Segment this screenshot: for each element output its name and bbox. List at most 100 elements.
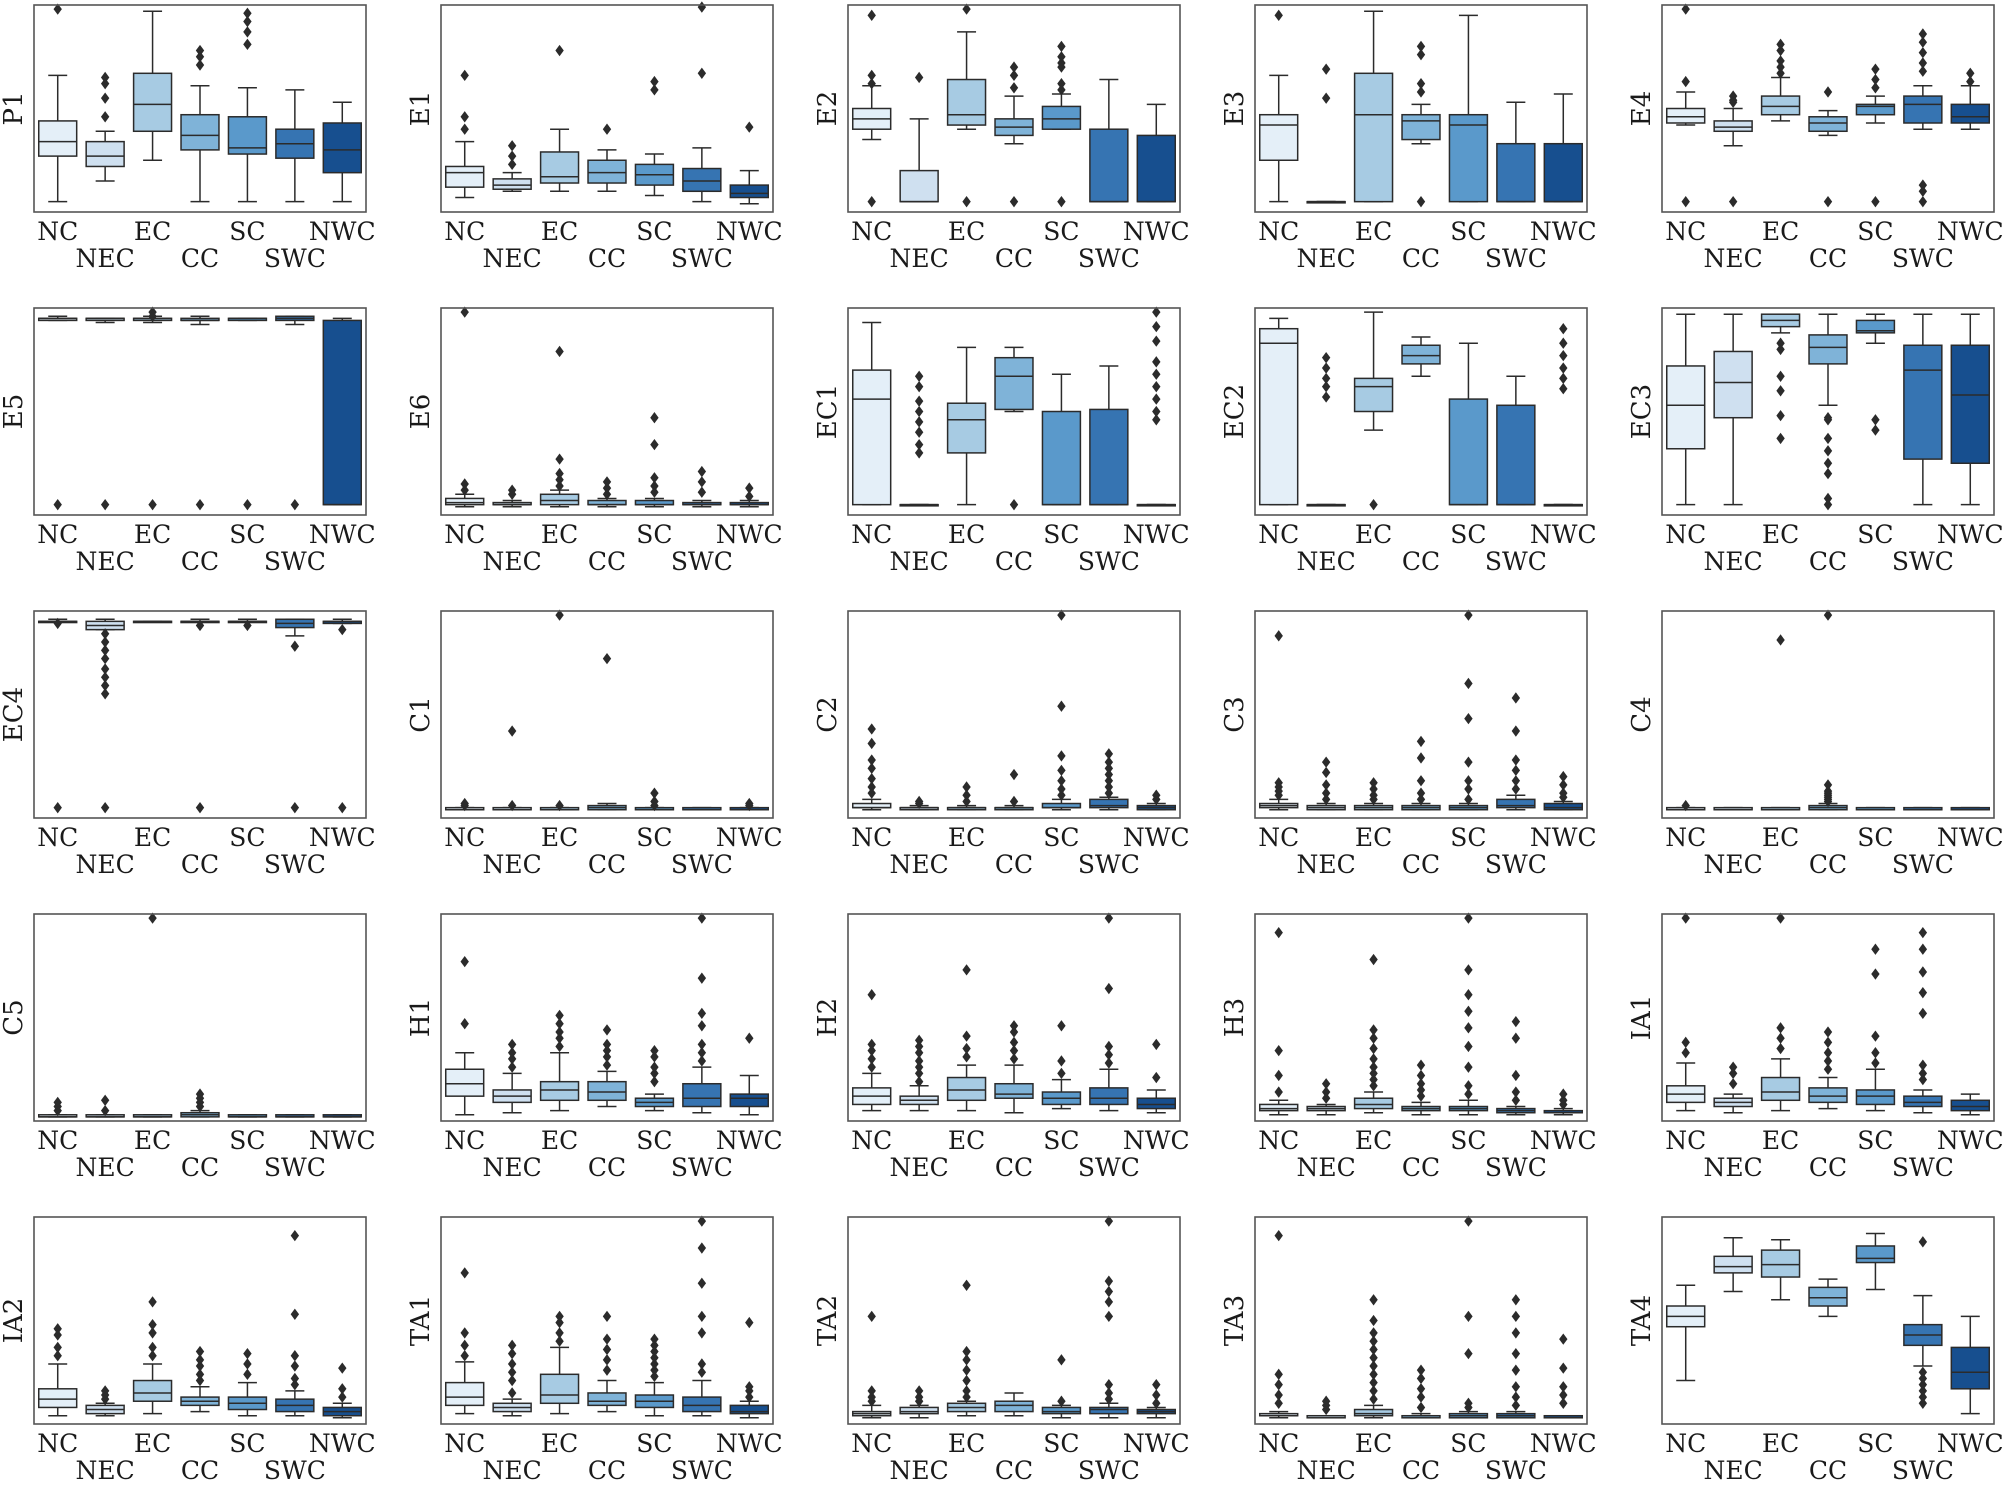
h1-cc-box: [587, 1080, 627, 1102]
h1-ec-outlier-2: [555, 1026, 564, 1038]
p1-nec-outlier-2: [100, 77, 110, 90]
e5-ec-outlier-2: [148, 310, 157, 322]
ec3-nwc-box: [1950, 344, 1991, 465]
ec1-axis-label: EC1: [813, 384, 843, 439]
h1-nec-outlier-1: [507, 1053, 517, 1065]
ia2-tick-swc: SWC: [264, 1456, 326, 1485]
c4-ec-outlier-0: [1776, 634, 1785, 646]
e6-sc-outlier-1: [650, 480, 659, 492]
h2-swc-box: [1089, 1087, 1129, 1106]
e6-sc-outlier-4: [650, 412, 659, 424]
ta2-nc-outlier-3: [867, 1310, 876, 1323]
ec2-nec-outlier-3: [1321, 362, 1331, 374]
ia1-cc-outlier-0: [1823, 1063, 1833, 1075]
h3-swc-outlier-0: [1511, 1094, 1521, 1106]
c2-sc-outlier-3: [1057, 764, 1066, 777]
ec1-tick-nwc: NWC: [1123, 520, 1190, 549]
c3-swc-outlier-4: [1511, 725, 1521, 737]
ta2-swc-outlier-7: [1104, 1215, 1114, 1227]
e4-swc-outlier-5: [1918, 46, 1928, 59]
h1-cc-outlier-3: [602, 1038, 612, 1051]
h3-cc-outlier-4: [1416, 1059, 1426, 1071]
h1-swc-outlier-3: [697, 1020, 707, 1032]
ec3-tick-nwc: NWC: [1937, 520, 2004, 549]
ta3-tick-nwc: NWC: [1530, 1429, 1597, 1458]
c3-sc-outlier-2: [1464, 775, 1473, 787]
ta3-nc-outlier-3: [1274, 1368, 1283, 1380]
ec2-nwc-outlier-4: [1559, 337, 1568, 349]
e3-tick-swc: SWC: [1485, 244, 1547, 273]
ta1-swc-outlier-5: [697, 1242, 707, 1254]
c3-ec-outlier-3: [1369, 777, 1378, 789]
h3-ec-box: [1353, 1097, 1394, 1110]
h3-ec-outlier-6: [1369, 1032, 1378, 1044]
h3-ec-outlier-0: [1369, 1080, 1378, 1092]
c2-nc-outlier-5: [867, 737, 876, 750]
c2-nec-outlier-1: [914, 795, 924, 808]
ec4-cc-outlier-0: [195, 801, 205, 814]
h2-tick-swc: SWC: [1078, 1153, 1140, 1182]
ta3-tick-nec: NEC: [1297, 1456, 1356, 1485]
c5-axis-label: C5: [0, 999, 29, 1035]
c1-ec-outlier-1: [555, 609, 564, 621]
e1-ec-outlier-0: [555, 44, 564, 57]
e3-cc-outlier-4: [1416, 40, 1426, 53]
ta1-tick-cc: CC: [588, 1456, 626, 1485]
ec3-cc-outlier-4: [1823, 445, 1833, 457]
h3-tick-cc: CC: [1402, 1153, 1440, 1182]
ia1-cc-outlier-3: [1823, 1036, 1833, 1049]
ta1-nc-outlier-1: [460, 1339, 469, 1352]
e6-sc-outlier-0: [650, 486, 659, 498]
h2-cc-outlier-2: [1009, 1036, 1019, 1049]
h3-sc-outlier-1: [1464, 1080, 1473, 1092]
e1-nec-outlier-2: [507, 140, 517, 152]
c4-cc-outlier-6: [1823, 779, 1833, 791]
ia1-sc-outlier-4: [1871, 943, 1880, 955]
h3-ec-outlier-4: [1369, 1053, 1378, 1065]
ec4-nec-outlier-7: [100, 636, 110, 648]
ia2-nwc-outlier-1: [338, 1383, 347, 1395]
ia1-ec-outlier-2: [1776, 1022, 1785, 1034]
e1-tick-cc: CC: [588, 244, 626, 273]
ec4-nec-outlier-5: [100, 652, 110, 665]
e6-ec-outlier-4: [555, 345, 564, 358]
e1-nc-outlier-2: [460, 69, 469, 82]
c4-tick-sc: SC: [1857, 823, 1893, 852]
e5-cc-outlier-0: [195, 498, 205, 511]
c3-nec-outlier-3: [1321, 766, 1331, 779]
p1-tick-cc: CC: [181, 244, 219, 273]
ia1-ec-outlier-3: [1776, 912, 1785, 924]
ia1-swc-outlier-3: [1918, 1007, 1928, 1020]
e2-nwc-box: [1136, 134, 1177, 203]
h2-nc-outlier-2: [867, 1044, 876, 1057]
ta4-swc-outlier-0: [1918, 1397, 1928, 1409]
e2-sc-box: [1041, 105, 1082, 130]
c3-sc-outlier-3: [1464, 756, 1473, 768]
c5-plot-frame: [33, 913, 367, 1122]
p1-cc-outlier-2: [195, 44, 205, 57]
e6-plot-frame: [440, 307, 774, 516]
ec1-tick-sc: SC: [1043, 520, 1079, 549]
ia2-swc-outlier-4: [290, 1308, 300, 1320]
h3-nec-outlier-0: [1321, 1092, 1331, 1104]
ia2-ec-outlier-0: [148, 1350, 157, 1362]
h3-nec-outlier-1: [1321, 1086, 1331, 1098]
ec3-ec-outlier-0: [1776, 432, 1785, 445]
ec1-nwc-outlier-3: [1152, 380, 1161, 393]
ia1-cc-box: [1808, 1087, 1848, 1104]
h1-nwc-box: [729, 1093, 770, 1108]
p1-nec-outlier-0: [100, 111, 110, 123]
ia1-nc-outlier-1: [1681, 1036, 1690, 1049]
c4-tick-nec: NEC: [1704, 850, 1763, 879]
h2-nec-outlier-1: [914, 1067, 924, 1080]
ec3-cc-outlier-2: [1823, 467, 1833, 480]
e4-tick-sc: SC: [1857, 217, 1893, 246]
e4-ec-outlier-4: [1776, 38, 1785, 50]
ec2-tick-swc: SWC: [1485, 547, 1547, 576]
c3-nec-outlier-2: [1321, 779, 1331, 791]
e6-swc-outlier-1: [697, 476, 707, 488]
ia2-swc-outlier-2: [290, 1360, 300, 1372]
e5-nec-outlier-0: [100, 498, 110, 511]
h2-swc-outlier-0: [1104, 1057, 1114, 1069]
e2-plot-frame: [847, 4, 1181, 213]
